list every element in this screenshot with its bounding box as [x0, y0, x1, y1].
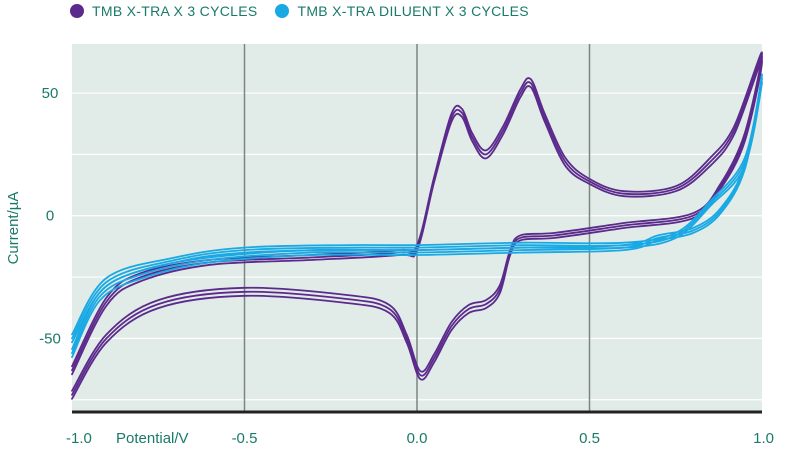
legend: TMB X-TRA X 3 CYCLES TMB X-TRA DILUENT X…: [70, 0, 529, 22]
legend-swatch-tmb-xtra-diluent: [275, 4, 290, 18]
tmb-xtra-diluent-cycle-3-line: [71, 81, 763, 358]
x-tick-label: 0.5: [579, 430, 600, 447]
legend-item-tmb-xtra: TMB X-TRA X 3 CYCLES: [70, 3, 257, 19]
x-tick-label: 0.0: [407, 430, 428, 447]
x-tick-label: -1.0: [66, 430, 92, 447]
x-tick-label: -0.5: [232, 430, 258, 447]
y-tick-label: 50: [42, 85, 59, 102]
y-tick-label: 0: [46, 208, 54, 225]
tmb-xtra-cycle-3-line: [71, 59, 764, 400]
series-layer: [71, 51, 764, 400]
x-axis-title: Potential/V: [116, 430, 189, 447]
tick-layer: -1.0 -0.5 0.0 0.5 1.0 50 0 -50: [39, 85, 774, 447]
legend-item-tmb-xtra-diluent: TMB X-TRA DILUENT X 3 CYCLES: [275, 3, 529, 19]
y-axis-title: Current/µA: [5, 192, 22, 265]
legend-label-tmb-xtra-diluent: TMB X-TRA DILUENT X 3 CYCLES: [297, 3, 529, 19]
legend-label-tmb-xtra: TMB X-TRA X 3 CYCLES: [92, 3, 258, 19]
y-tick-label: -50: [39, 330, 61, 347]
x-tick-label: 1.0: [753, 430, 774, 447]
legend-swatch-tmb-xtra: [70, 4, 84, 18]
